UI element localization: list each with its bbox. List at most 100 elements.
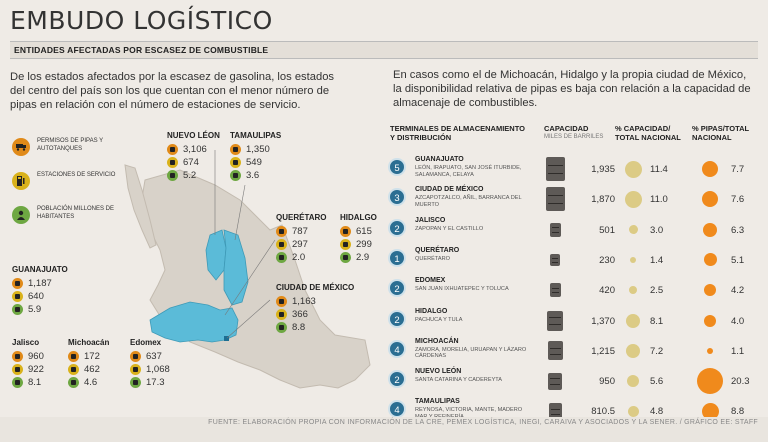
state-pipas-value: 3,106: [183, 144, 207, 155]
tanker-truck-icon: [230, 144, 241, 155]
legend-item: POBLACIÓN MILLONES DE HABITANTES: [12, 205, 122, 235]
pipas-share-circle: [697, 368, 723, 395]
header-capacidad: CAPACIDAD MILES DE BARRILES: [544, 124, 614, 142]
pipas-share-circle: [702, 161, 718, 177]
fuel-pump-icon: [130, 364, 141, 375]
state-stat-estaciones: 922: [12, 363, 44, 376]
state-block: Jalisco 960 922 8.1: [12, 338, 44, 389]
state-pipas-value: 1,187: [28, 278, 52, 289]
state-stat-pipas: 960: [12, 350, 44, 363]
terminal-count-badge: 5: [388, 158, 406, 176]
pipas-share-circle: [704, 314, 716, 327]
legend-label: PERMISOS DE PIPAS Y AUTOTANQUES: [37, 138, 104, 152]
state-estaciones-value: 297: [292, 239, 308, 250]
subtitle-bar: ENTIDADES AFECTADAS POR ESCASEZ DE COMBU…: [10, 41, 758, 59]
state-stat-pipas: 1,163: [276, 295, 354, 308]
pipas-share-circle: [707, 347, 713, 354]
row-capacity: 950: [599, 376, 615, 388]
state-name: TAMAULIPAS: [230, 131, 282, 140]
state-estaciones-value: 462: [84, 364, 100, 375]
tanker-truck-icon: [276, 296, 287, 307]
person-icon: [276, 252, 287, 263]
row-pct-pipas: 8.8: [731, 406, 745, 418]
state-block: Michoacán 172 462 4.6: [68, 338, 109, 389]
state-block: HIDALGO 615 299 2.9: [340, 213, 377, 264]
terminal-count-badge: 2: [388, 309, 406, 328]
state-stat-poblacion: 8.8: [276, 321, 354, 334]
state-name: CIUDAD DE MÉXICO: [276, 283, 355, 292]
state-estaciones-value: 549: [246, 157, 262, 168]
person-icon: [167, 170, 178, 181]
row-state-name: GUANAJUATO: [415, 156, 464, 163]
row-pct-capacity: 5.6: [650, 376, 664, 388]
fuel-pump-icon: [12, 291, 23, 302]
table-row: 3 CIUDAD DE MÉXICO AZCAPOTZALCO, AÑIL, BAR…: [388, 185, 760, 216]
state-stat-pipas: 787: [276, 225, 327, 238]
row-pct-capacity: 11.4: [650, 164, 668, 175]
person-icon: [12, 206, 30, 224]
row-state-name: CIUDAD DE MÉXICO: [415, 186, 484, 194]
row-capacity: 810.5: [591, 406, 615, 418]
barrel-icon: [547, 310, 563, 331]
header-pct-capacidad: % CAPACIDAD/ TOTAL NACIONAL: [615, 124, 681, 142]
table-row: 2 EDOMEX SAN JUAN IXHUATEPEC Y TOLUCA 420 2.…: [388, 276, 760, 307]
state-pipas-value: 637: [146, 351, 162, 362]
state-stat-estaciones: 462: [68, 363, 109, 376]
row-cities: AZCAPOTZALCO, AÑIL, BARRANCA DEL MUERTO: [415, 195, 522, 208]
state-name: GUANAJUATO: [12, 265, 68, 274]
state-estaciones-value: 674: [183, 157, 199, 168]
row-pct-pipas: 4.2: [731, 285, 745, 297]
row-pct-capacity: 8.1: [650, 315, 664, 327]
state-name: Jalisco: [12, 338, 40, 347]
row-pct-capacity: 1.4: [650, 254, 664, 266]
tanker-truck-icon: [12, 138, 30, 156]
row-capacity: 420: [599, 285, 615, 297]
person-icon: [12, 377, 23, 388]
state-stat-pipas: 637: [130, 350, 170, 363]
table-row: 2 HIDALGO PACHUCA Y TULA 1,370 8.1 4.0: [388, 307, 760, 338]
table-row: 4 MICHOACÁN ZAMORA, MORELIA, URUAPAN Y LÁZ…: [388, 337, 760, 368]
state-stat-estaciones: 366: [276, 308, 354, 321]
state-name: HIDALGO: [340, 213, 377, 222]
row-capacity: 1,935: [591, 164, 615, 175]
state-stat-pipas: 615: [340, 225, 377, 238]
fuel-pump-icon: [167, 157, 178, 168]
page-title: EMBUDO LOGÍSTICO: [10, 6, 273, 35]
barrel-icon: [545, 187, 565, 212]
pipas-share-circle: [701, 402, 719, 420]
state-estaciones-value: 922: [28, 364, 44, 375]
row-cities: SAN JUAN IXHUATEPEC Y TOLUCA: [415, 286, 509, 293]
legend-item: ESTACIONES DE SERVICIO: [12, 171, 122, 201]
state-poblacion-value: 8.8: [292, 322, 306, 333]
terminal-count-badge: 3: [388, 188, 406, 207]
state-stat-pipas: 3,106: [167, 143, 220, 156]
row-pct-pipas: 20.3: [731, 376, 750, 388]
row-state-name: NUEVO LEÓN: [415, 368, 462, 376]
row-state-name: HIDALGO: [415, 307, 448, 315]
state-stat-poblacion: 2.0: [276, 251, 327, 264]
row-pct-pipas: 7.6: [731, 194, 745, 206]
barrel-icon: [549, 283, 561, 298]
state-stat-pipas: 1,187: [12, 277, 68, 290]
state-poblacion-value: 8.1: [28, 377, 42, 388]
fuel-pump-icon: [12, 364, 23, 375]
state-block: TAMAULIPAS 1,350 549 3.6: [230, 131, 281, 182]
row-pct-pipas: 6.3: [731, 224, 745, 236]
state-poblacion-value: 2.9: [356, 252, 370, 263]
state-stat-estaciones: 674: [167, 156, 220, 169]
pipas-share-circle: [703, 253, 717, 267]
state-stat-poblacion: 17.3: [130, 376, 170, 389]
fuel-pump-icon: [12, 172, 30, 190]
state-stat-estaciones: 640: [12, 290, 68, 303]
capacity-share-circle: [626, 313, 640, 328]
state-block: CIUDAD DE MÉXICO 1,163 366 8.8: [276, 283, 354, 334]
capacity-share-circle: [624, 190, 642, 208]
state-stat-estaciones: 1,068: [130, 363, 170, 376]
source-text: FUENTE: ELABORACIÓN PROPIA CON INFORMACI…: [208, 419, 758, 426]
tanker-truck-icon: [68, 351, 79, 362]
row-pct-capacity: 4.8: [650, 406, 664, 418]
person-icon: [230, 170, 241, 181]
header-capacidad-label: CAPACIDAD: [544, 124, 589, 133]
legend-item: PERMISOS DE PIPAS Y AUTOTANQUES: [12, 137, 122, 167]
state-estaciones-value: 1,068: [146, 364, 170, 375]
